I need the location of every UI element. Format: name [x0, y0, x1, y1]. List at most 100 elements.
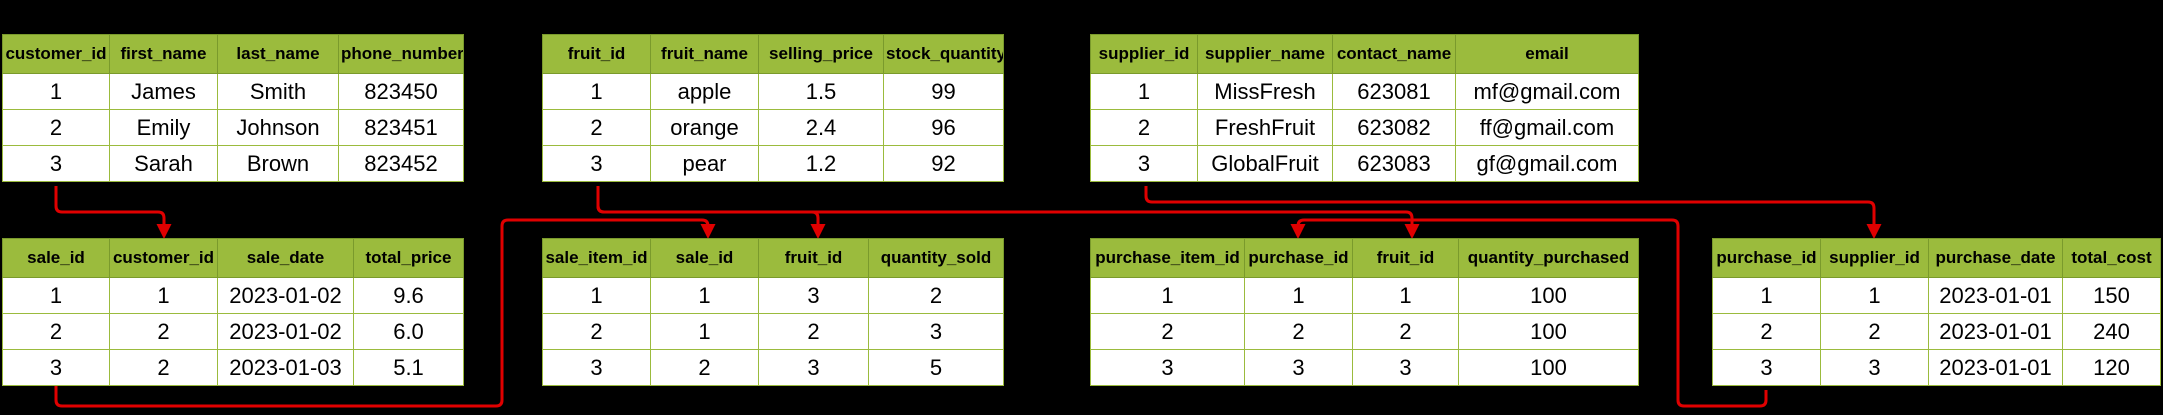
- table-cell: 3: [1244, 349, 1353, 386]
- column-header: sale_date: [217, 238, 354, 278]
- table-cell: 5.1: [353, 349, 464, 386]
- table-row: 2 2 2023-01-02 6.0: [2, 313, 464, 350]
- table-cell: apple: [650, 73, 759, 110]
- table-cell: 3: [542, 145, 651, 182]
- table-cell: 5: [868, 349, 1004, 386]
- table-row: 3 pear 1.2 92: [542, 145, 1004, 182]
- column-header: supplier_name: [1197, 34, 1333, 74]
- table-cell: 6.0: [353, 313, 464, 350]
- table-cell: 3: [1090, 145, 1198, 182]
- table-cell: 1: [650, 277, 759, 314]
- table-purchases: purchase_id supplier_id purchase_date total…: [1712, 238, 2161, 386]
- table-row: 1 James Smith 823450: [2, 73, 464, 110]
- table-cell: 9.6: [353, 277, 464, 314]
- table-cell: 3: [1820, 349, 1929, 386]
- table-row: 1 1 2023-01-01 150: [1712, 277, 2161, 314]
- table-cell: 3: [1090, 349, 1245, 386]
- table-cell: 1: [1090, 277, 1245, 314]
- column-header: total_price: [353, 238, 464, 278]
- column-header: purchase_item_id: [1090, 238, 1245, 278]
- table-cell: 2: [1352, 313, 1459, 350]
- table-cell: Emily: [109, 109, 218, 146]
- table-cell: 2: [758, 313, 869, 350]
- table-cell: 3: [542, 349, 651, 386]
- table-cell: Smith: [217, 73, 339, 110]
- table-cell: mf@gmail.com: [1455, 73, 1639, 110]
- column-header: fruit_id: [542, 34, 651, 74]
- table-cell: 2023-01-02: [217, 277, 354, 314]
- table-row: 3 3 3 100: [1090, 349, 1639, 386]
- table-cell: GlobalFruit: [1197, 145, 1333, 182]
- table-sales: sale_id customer_id sale_date total_price 1 1…: [2, 238, 464, 386]
- table-row: 1 MissFresh 623081 mf@gmail.com: [1090, 73, 1639, 110]
- table-cell: 240: [2062, 313, 2161, 350]
- header-row: fruit_id fruit_name selling_price stock_qua…: [542, 34, 1004, 74]
- table-cell: 1: [2, 277, 110, 314]
- table-cell: 3: [1712, 349, 1821, 386]
- table-sale-items: sale_item_id sale_id fruit_id quantity_sold…: [542, 238, 1004, 386]
- table-cell: 1: [542, 277, 651, 314]
- table-cell: 2: [542, 109, 651, 146]
- table-suppliers: supplier_id supplier_name contact_name emai…: [1090, 34, 1639, 182]
- table-cell: 2023-01-03: [217, 349, 354, 386]
- table-cell: MissFresh: [1197, 73, 1333, 110]
- table-fruits: fruit_id fruit_name selling_price stock_qua…: [542, 34, 1004, 182]
- link-suppliers-to-purchases: [1144, 186, 1882, 239]
- table-cell: 1.5: [758, 73, 884, 110]
- column-header: total_cost: [2062, 238, 2161, 278]
- table-row: 1 1 1 100: [1090, 277, 1639, 314]
- table-cell: 100: [1458, 313, 1639, 350]
- table-cell: 3: [1352, 349, 1459, 386]
- table-cell: 1: [2, 73, 110, 110]
- header-row: sale_item_id sale_id fruit_id quantity_sold: [542, 238, 1004, 278]
- table-cell: 1: [1244, 277, 1353, 314]
- table-cell: 2: [109, 349, 218, 386]
- column-header: purchase_id: [1712, 238, 1821, 278]
- column-header: sale_item_id: [542, 238, 651, 278]
- column-header: phone_number: [338, 34, 464, 74]
- table-cell: 3: [2, 349, 110, 386]
- table-cell: 100: [1458, 349, 1639, 386]
- table-row: 3 2 2023-01-03 5.1: [2, 349, 464, 386]
- table-cell: orange: [650, 109, 759, 146]
- table-cell: 2: [868, 277, 1004, 314]
- table-cell: 2023-01-01: [1928, 313, 2063, 350]
- table-row: 1 1 2023-01-02 9.6: [2, 277, 464, 314]
- column-header: last_name: [217, 34, 339, 74]
- column-header: supplier_id: [1820, 238, 1929, 278]
- table-cell: 823450: [338, 73, 464, 110]
- table-row: 2 Emily Johnson 823451: [2, 109, 464, 146]
- table-cell: 2.4: [758, 109, 884, 146]
- table-cell: 3: [758, 349, 869, 386]
- table-cell: 2: [2, 109, 110, 146]
- table-cell: 2023-01-01: [1928, 349, 2063, 386]
- table-cell: 823451: [338, 109, 464, 146]
- table-row: 2 2 2 100: [1090, 313, 1639, 350]
- header-row: purchase_id supplier_id purchase_date total…: [1712, 238, 2161, 278]
- table-cell: 623082: [1332, 109, 1456, 146]
- table-row: 3 3 2023-01-01 120: [1712, 349, 2161, 386]
- table-cell: 1: [109, 277, 218, 314]
- table-cell: 2023-01-01: [1928, 277, 2063, 314]
- table-cell: ff@gmail.com: [1455, 109, 1639, 146]
- table-cell: 2: [2, 313, 110, 350]
- column-header: contact_name: [1332, 34, 1456, 74]
- column-header: sale_id: [2, 238, 110, 278]
- table-cell: 1: [1712, 277, 1821, 314]
- table-cell: 1: [1090, 73, 1198, 110]
- column-header: fruit_id: [1352, 238, 1459, 278]
- column-header: fruit_name: [650, 34, 759, 74]
- table-row: 1 apple 1.5 99: [542, 73, 1004, 110]
- column-header: supplier_id: [1090, 34, 1198, 74]
- column-header: purchase_date: [1928, 238, 2063, 278]
- header-row: purchase_item_id purchase_id fruit_id quant…: [1090, 238, 1639, 278]
- table-cell: 1: [542, 73, 651, 110]
- link-customers-to-sales: [54, 186, 172, 239]
- table-cell: 823452: [338, 145, 464, 182]
- table-cell: James: [109, 73, 218, 110]
- column-header: sale_id: [650, 238, 759, 278]
- column-header: customer_id: [2, 34, 110, 74]
- table-cell: 1.2: [758, 145, 884, 182]
